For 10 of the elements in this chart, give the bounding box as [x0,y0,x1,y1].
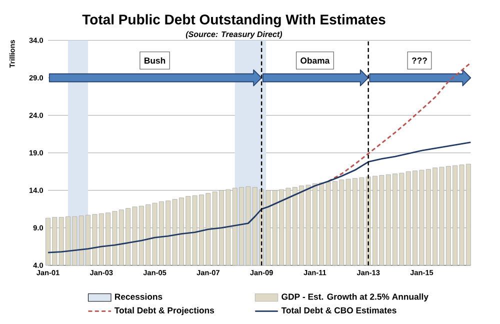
legend-label: Recessions [114,293,162,300]
chart-subtitle: (Source: Treasury Direct) [186,31,282,39]
legend-label: Total Debt & Projections [114,307,214,316]
legend-label: Total Debt & CBO Estimates [281,307,396,314]
annotation: ??? [412,57,427,64]
line-series [328,62,472,182]
annotation: Bush [144,57,166,64]
annotation: Obama [300,57,330,64]
legend-label: GDP - Est. Growth at 2.5% Annually [282,293,428,302]
chart-title: Total Public Debt Outstanding With Estimates [82,14,386,28]
